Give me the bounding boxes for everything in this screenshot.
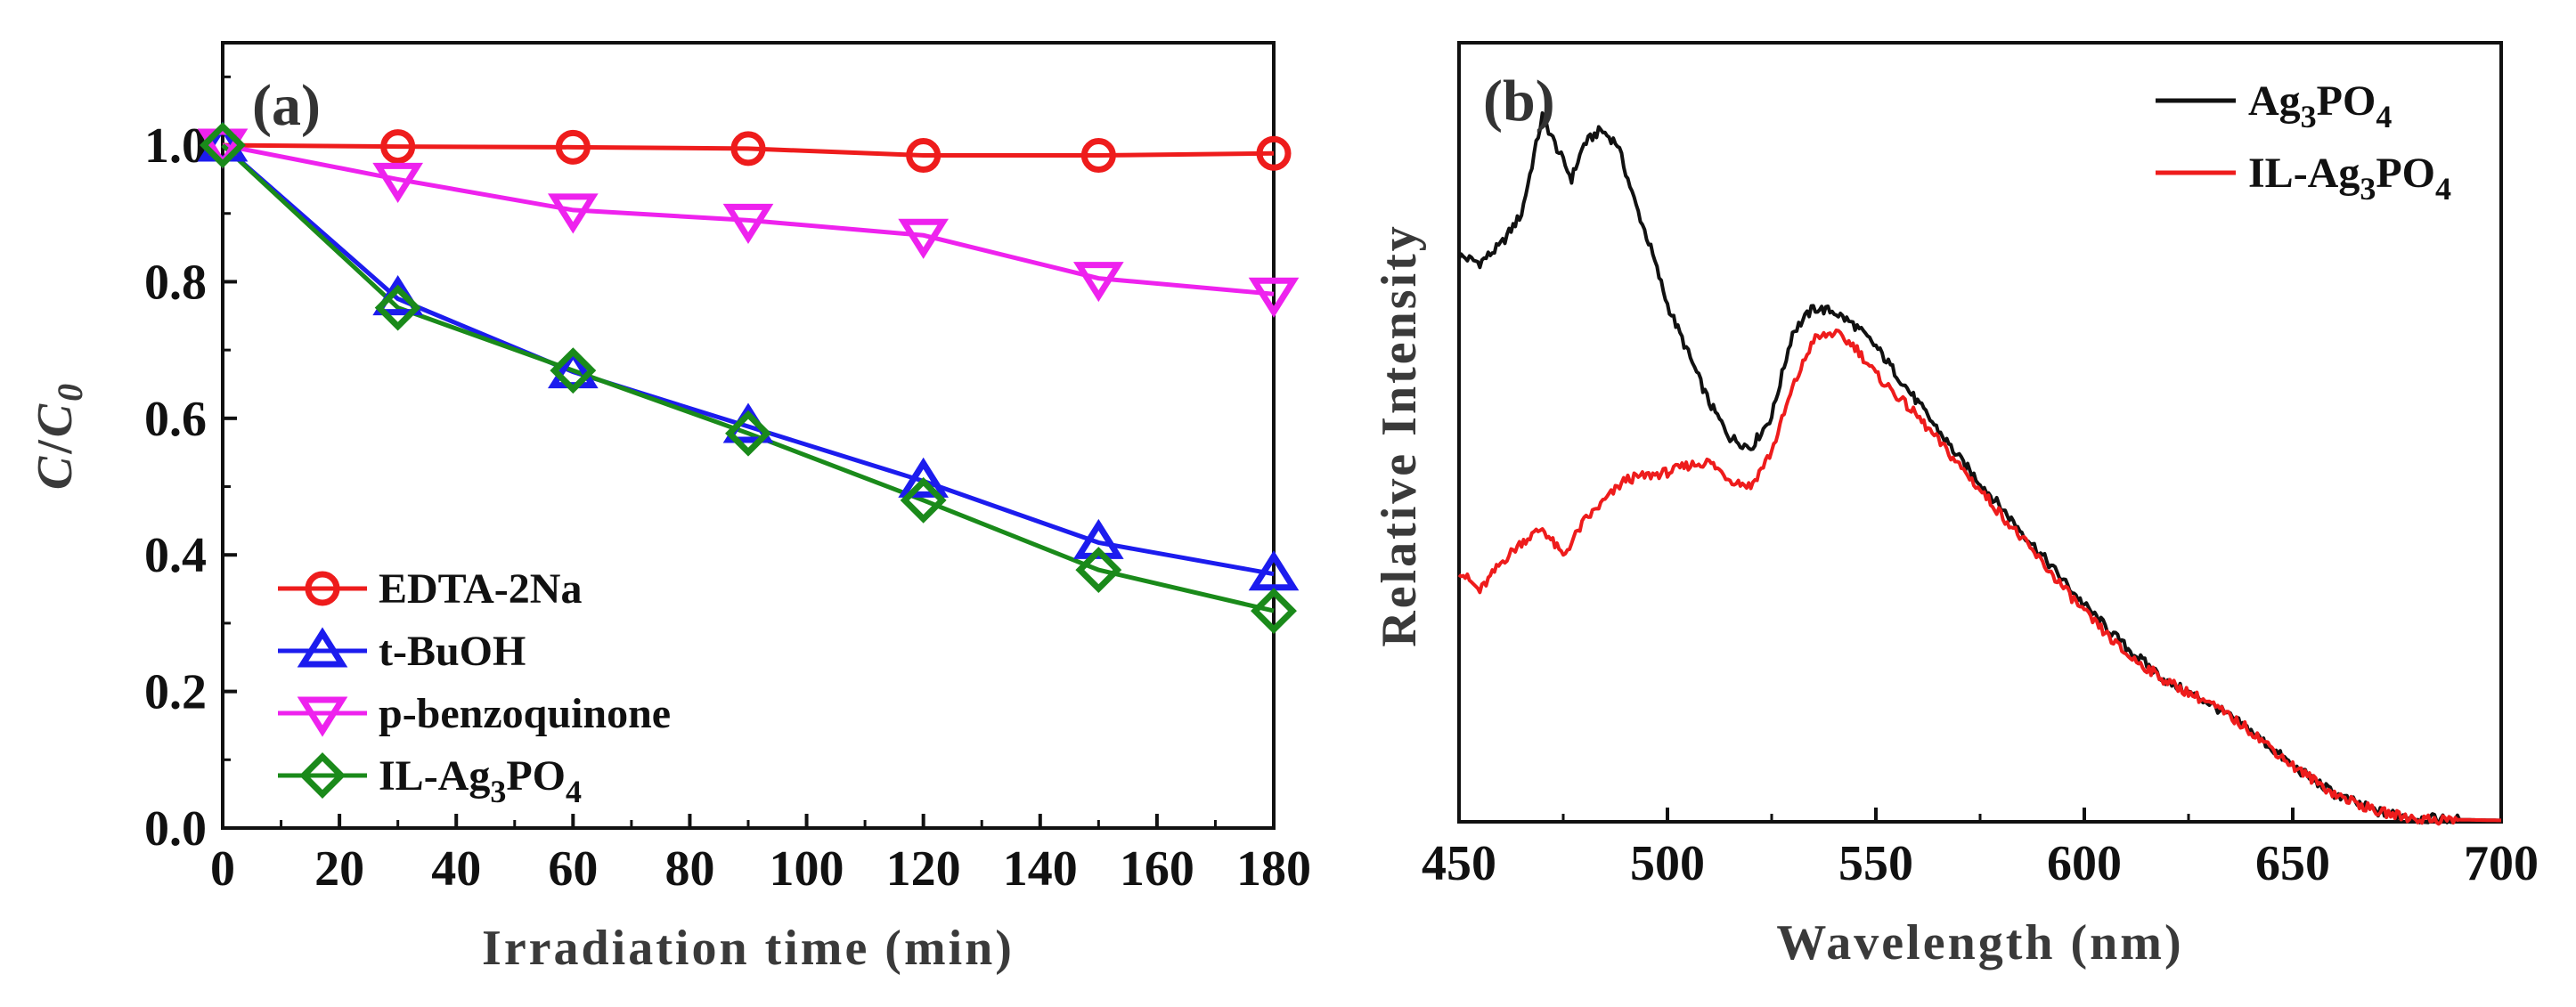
x-tick-label: 700: [2464, 836, 2539, 891]
data-point-IL-Ag3PO4: [1075, 547, 1122, 594]
data-point-IL-Ag3PO4: [900, 476, 947, 524]
legend-label-main: Ag: [2248, 77, 2301, 125]
panel-a-legend: EDTA-2Na t-BuOH p-benzoquinone IL-Ag3PO4: [278, 565, 671, 809]
legend-item-edta: EDTA-2Na: [278, 565, 582, 613]
data-point-t-BuOH: [898, 457, 950, 498]
data-point-p-benzoquinone: [197, 128, 249, 169]
x-tick-label: 120: [886, 841, 961, 897]
data-point-t-BuOH: [1072, 518, 1124, 559]
legend-item-pbq: p-benzoquinone: [278, 690, 671, 737]
legend-label-mid: PO: [2376, 150, 2435, 197]
ylabel-c: C: [28, 454, 83, 490]
data-point-IL-Ag3PO4: [550, 347, 597, 394]
data-point-EDTA-2Na: [380, 129, 416, 165]
data-point-EDTA-2Na: [1256, 135, 1292, 171]
legend-label-sub: 3: [490, 774, 506, 809]
legend-item-tbuoh: t-BuOH: [278, 627, 526, 675]
panel-a-label: (a): [252, 73, 321, 138]
legend-marker-pbq: [297, 696, 348, 737]
x-tick-label: 140: [1003, 841, 1078, 897]
data-point-p-benzoquinone: [898, 218, 950, 259]
panel-a-ylabel: C/C0: [28, 381, 90, 490]
legend-label-sub: 3: [2360, 171, 2376, 207]
data-point-p-benzoquinone: [372, 162, 424, 203]
panel-a-xlabel: Irradiation time (min): [482, 921, 1015, 976]
legend-label-ilag3po4-b: IL-Ag3PO4: [2248, 150, 2451, 207]
x-tick-label: 650: [2255, 836, 2330, 891]
legend-marker-tbuoh: [297, 627, 348, 668]
y-tick-label: 0.6: [144, 392, 207, 447]
legend-label-tbuoh: t-BuOH: [379, 628, 526, 675]
series-line-p-benzoquinone: [222, 142, 1275, 296]
data-point-p-benzoquinone: [722, 203, 774, 244]
panel-b: 450 500 550 600 650 700 (b) Ag3PO4 IL-Ag3PO4 …: [1372, 41, 2539, 970]
series-line-t-BuOH: [221, 143, 1275, 577]
x-tick-label: 600: [2047, 836, 2122, 891]
legend-item-ag3po4: Ag3PO4: [2156, 77, 2392, 134]
ylabel-c0: C: [28, 402, 83, 437]
panel-b-ylabel: Relative Intensity: [1372, 223, 1427, 647]
legend-label-mid: PO: [2317, 77, 2376, 125]
y-tick-label: 0.0: [144, 801, 207, 857]
legend-label-main: IL-Ag: [2248, 150, 2360, 197]
data-point-EDTA-2Na: [555, 129, 591, 165]
y-tick-label: 0.8: [144, 255, 207, 310]
data-point-IL-Ag3PO4: [1251, 588, 1297, 635]
legend-label-main: IL-Ag: [379, 752, 490, 800]
spectrum-line-Ag3PO4: [1457, 111, 2501, 825]
x-tick-label: 180: [1236, 841, 1311, 897]
data-point-IL-Ag3PO4: [374, 284, 421, 331]
legend-label-edta: EDTA-2Na: [379, 565, 582, 613]
data-point-EDTA-2Na: [730, 131, 766, 166]
legend-item-ilag3po4-b: IL-Ag3PO4: [2156, 150, 2451, 207]
series-line-IL-Ag3PO4: [221, 143, 1275, 613]
data-point-p-benzoquinone: [1248, 277, 1300, 318]
legend-label-sub: 4: [566, 774, 582, 809]
data-point-EDTA-2Na: [906, 138, 942, 174]
x-tick-label: 450: [1422, 836, 1496, 891]
ylabel-sub: 0: [50, 381, 90, 402]
panel-a-series: [197, 121, 1300, 635]
panel-b-xlabel: Wavelength (nm): [1776, 915, 2183, 970]
data-point-t-BuOH: [1248, 550, 1300, 591]
data-point-IL-Ag3PO4: [200, 122, 246, 168]
legend-marker-edta: [305, 571, 340, 606]
y-tick-label: 0.2: [144, 665, 207, 720]
x-tick-label: 60: [548, 841, 598, 897]
data-point-IL-Ag3PO4: [725, 410, 771, 457]
panel-b-ticks: 450 500 550 600 650 700: [1422, 808, 2539, 891]
x-tick-label: 500: [1630, 836, 1705, 891]
data-point-p-benzoquinone: [547, 193, 599, 234]
x-tick-label: 100: [770, 841, 844, 897]
panel-b-legend: Ag3PO4 IL-Ag3PO4: [2156, 77, 2451, 207]
panel-b-label: (b): [1483, 69, 1555, 134]
x-tick-label: 80: [664, 841, 714, 897]
legend-label-sub: 4: [2376, 99, 2392, 134]
y-tick-label: 1.0: [144, 118, 207, 174]
x-tick-label: 0: [210, 841, 235, 897]
data-point-p-benzoquinone: [1072, 262, 1124, 303]
legend-label-sub: 3: [2301, 99, 2317, 134]
data-point-EDTA-2Na: [1080, 138, 1116, 174]
legend-label-ilag3po4-a: IL-Ag3PO4: [379, 752, 582, 809]
x-tick-label: 20: [314, 841, 364, 897]
legend-label-sub: 4: [2435, 171, 2451, 207]
legend-item-ilag3po4-a: IL-Ag3PO4: [278, 752, 582, 809]
spectrum-line-IL-Ag3PO4: [1457, 328, 2501, 826]
x-tick-label: 550: [1838, 836, 1913, 891]
x-tick-label: 40: [431, 841, 481, 897]
ylabel-slash: /: [28, 437, 83, 455]
panel-b-series: [1457, 111, 2501, 826]
legend-label-mid: PO: [506, 752, 566, 800]
legend-label-pbq: p-benzoquinone: [379, 690, 671, 737]
x-tick-label: 160: [1120, 841, 1194, 897]
series-line-EDTA-2Na: [222, 142, 1275, 158]
legend-marker-ilag3po4-a: [299, 752, 346, 799]
legend-label-ag3po4: Ag3PO4: [2248, 77, 2392, 134]
panel-a-ticks: 0 20 40 60 80 100 120 140 160 180 0.0 0.2 0.4 0.6 0.8 1…: [144, 75, 1311, 897]
y-tick-label: 0.4: [144, 528, 207, 583]
panel-a: 0 20 40 60 80 100 120 140 160 1800.00.20.40.60.81…: [28, 41, 1311, 976]
